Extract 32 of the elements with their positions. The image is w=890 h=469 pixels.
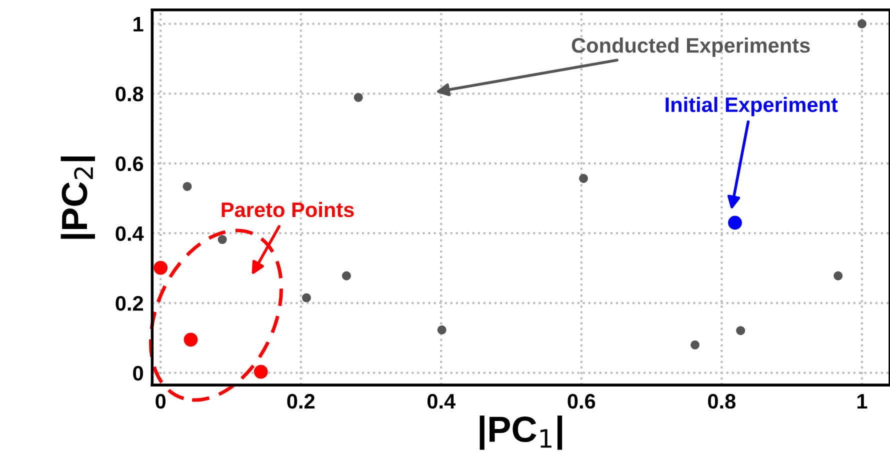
y-tick-label: 0.4 bbox=[116, 226, 144, 241]
x-axis-title: |PC$_{1}$| bbox=[480, 416, 562, 450]
point bbox=[302, 293, 311, 302]
x-tick-label: 0.4 bbox=[427, 394, 456, 409]
x-tick-label: 0.8 bbox=[708, 394, 736, 409]
point bbox=[182, 182, 192, 191]
y-tick-label: 0.8 bbox=[116, 86, 144, 102]
y-axis-title: |PC$_{2}$| bbox=[60, 156, 95, 239]
point bbox=[690, 340, 700, 350]
x-tick-label: 1 bbox=[857, 394, 868, 408]
y-tick-label: 1 bbox=[134, 17, 144, 32]
text: Conducted Experiments bbox=[572, 37, 810, 57]
point bbox=[218, 234, 227, 244]
point bbox=[354, 92, 363, 102]
x-tick-label: 0.2 bbox=[287, 394, 315, 409]
y-tick-label: 0 bbox=[133, 366, 144, 381]
point bbox=[728, 216, 742, 230]
point bbox=[154, 260, 168, 275]
x-tick-label: 0.6 bbox=[568, 394, 596, 409]
point bbox=[437, 325, 446, 334]
point bbox=[254, 364, 268, 379]
y-tick-label: 0.6 bbox=[116, 156, 144, 172]
point bbox=[834, 271, 843, 280]
text: Initial Experiment bbox=[666, 96, 838, 116]
text: Pareto Points bbox=[222, 202, 354, 218]
point bbox=[579, 174, 588, 183]
point bbox=[736, 326, 746, 336]
x-tick-label: 0 bbox=[156, 394, 166, 409]
y-tick-label: 0.2 bbox=[116, 296, 144, 311]
point bbox=[184, 332, 198, 347]
point bbox=[857, 19, 866, 28]
point bbox=[342, 271, 351, 280]
